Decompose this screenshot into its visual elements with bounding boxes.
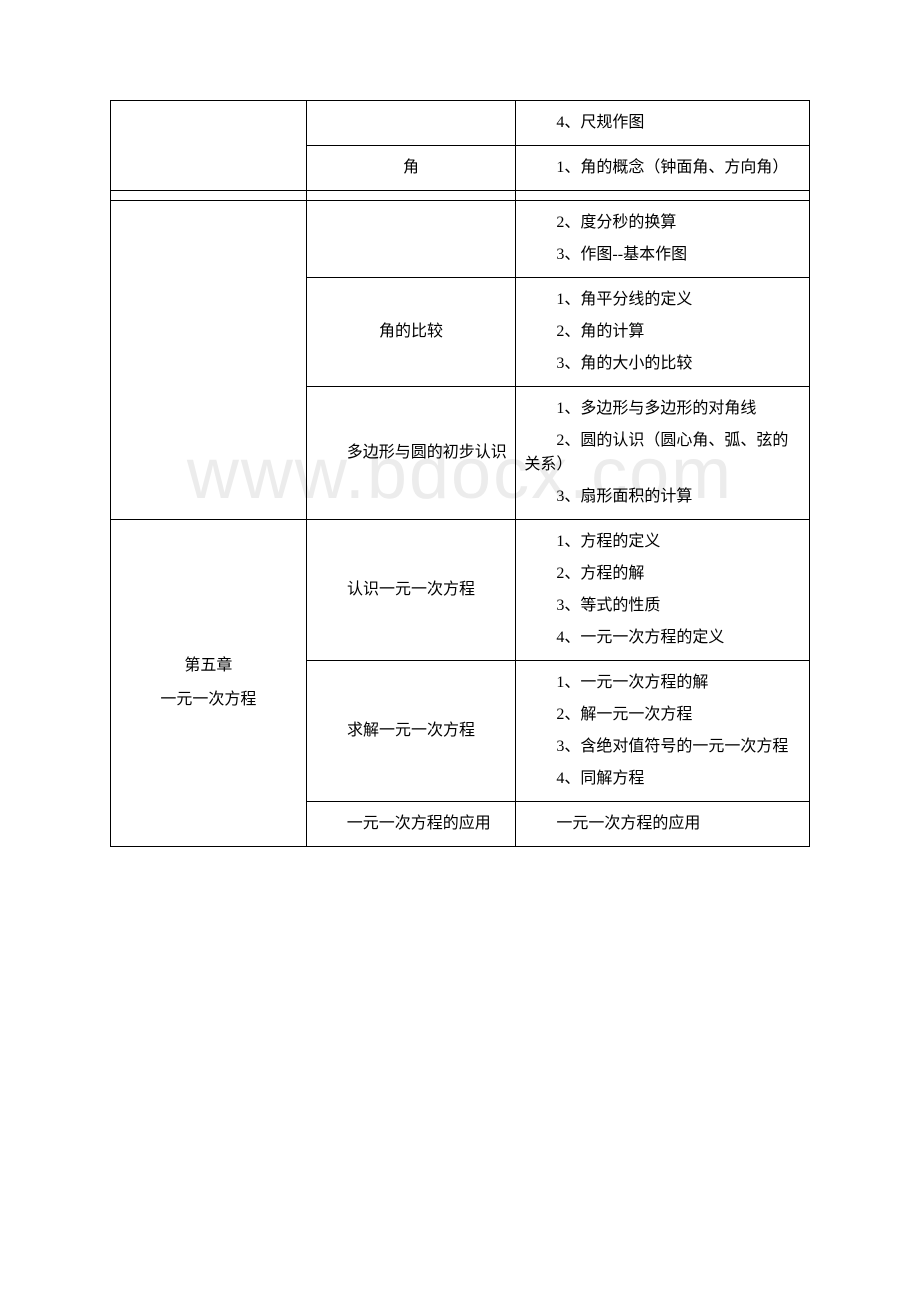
spacer-row (111, 191, 810, 201)
cell-section: 多边形与圆的初步认识 (306, 387, 516, 520)
topic-item: 2、解一元一次方程 (524, 703, 801, 727)
topic-item: 2、方程的解 (524, 562, 801, 586)
topic-item: 4、尺规作图 (524, 111, 801, 135)
chapter-name: 一元一次方程 (160, 691, 256, 708)
topic-item: 1、角平分线的定义 (524, 288, 801, 312)
cell-section: 求解一元一次方程 (306, 661, 516, 802)
cell-section (306, 101, 516, 146)
content-table: 4、尺规作图 角 1、角的概念（钟面角、方向角） 2、度分秒的换算 3 (110, 100, 810, 847)
cell-section: 角的比较 (306, 278, 516, 387)
topic-item: 2、圆的认识（圆心角、弧、弦的关系） (524, 429, 801, 477)
table-row: 第五章 一元一次方程 认识一元一次方程 1、方程的定义 2、方程的解 3、等式的… (111, 520, 810, 661)
cell-chapter (111, 101, 307, 191)
topic-item: 1、一元一次方程的解 (524, 671, 801, 695)
topic-item: 3、扇形面积的计算 (524, 485, 801, 509)
topic-item: 3、含绝对值符号的一元一次方程 (524, 735, 801, 759)
cell-topics: 4、尺规作图 (516, 101, 810, 146)
cell-topics: 1、多边形与多边形的对角线 2、圆的认识（圆心角、弧、弦的关系） 3、扇形面积的… (516, 387, 810, 520)
spacer-cell (111, 191, 307, 201)
topic-item: 3、等式的性质 (524, 594, 801, 618)
cell-section: 角 (306, 146, 516, 191)
table-row: 2、度分秒的换算 3、作图--基本作图 (111, 201, 810, 278)
cell-topics: 1、角平分线的定义 2、角的计算 3、角的大小的比较 (516, 278, 810, 387)
cell-topics: 2、度分秒的换算 3、作图--基本作图 (516, 201, 810, 278)
cell-section: 认识一元一次方程 (306, 520, 516, 661)
cell-topics: 一元一次方程的应用 (516, 802, 810, 847)
topic-item: 1、多边形与多边形的对角线 (524, 397, 801, 421)
cell-section: 一元一次方程的应用 (306, 802, 516, 847)
table-row: 4、尺规作图 (111, 101, 810, 146)
chapter-number: 第五章 (119, 654, 298, 678)
cell-chapter: 第五章 一元一次方程 (111, 520, 307, 847)
topic-item: 2、度分秒的换算 (524, 211, 801, 235)
cell-topics: 1、方程的定义 2、方程的解 3、等式的性质 4、一元一次方程的定义 (516, 520, 810, 661)
cell-topics: 1、一元一次方程的解 2、解一元一次方程 3、含绝对值符号的一元一次方程 4、同… (516, 661, 810, 802)
topic-item: 3、作图--基本作图 (524, 243, 801, 267)
spacer-cell (306, 191, 516, 201)
topic-item: 4、同解方程 (524, 767, 801, 791)
cell-section (306, 201, 516, 278)
topic-item: 一元一次方程的应用 (524, 812, 801, 836)
topic-item: 3、角的大小的比较 (524, 352, 801, 376)
topic-item: 4、一元一次方程的定义 (524, 626, 801, 650)
topic-item: 2、角的计算 (524, 320, 801, 344)
spacer-cell (516, 191, 810, 201)
topic-item: 1、方程的定义 (524, 530, 801, 554)
topic-item: 1、角的概念（钟面角、方向角） (524, 156, 801, 180)
cell-chapter (111, 201, 307, 520)
cell-topics: 1、角的概念（钟面角、方向角） (516, 146, 810, 191)
